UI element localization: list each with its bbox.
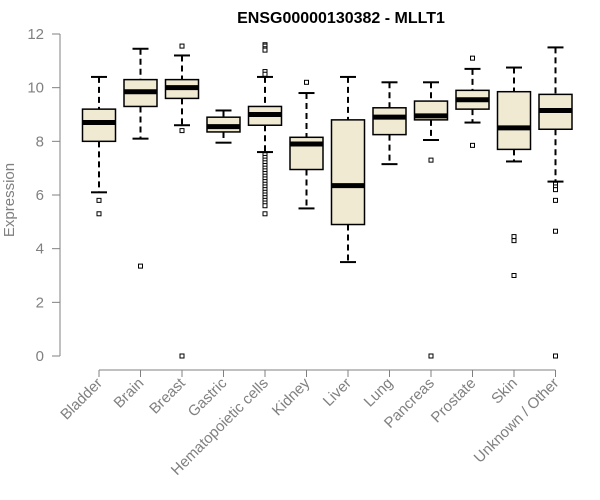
y-tick-label: 8 [36, 133, 44, 150]
box-gastric [206, 109, 241, 144]
outlier-point [262, 71, 268, 77]
outlier-point [511, 238, 517, 244]
y-tick-label: 6 [36, 187, 44, 204]
box-hematopoietic-cells [247, 42, 283, 217]
outlier-point [262, 203, 268, 209]
outlier-point [262, 211, 268, 217]
outlier-point [138, 263, 143, 269]
x-tick-label: Lung [361, 375, 397, 411]
y-tick-label: 12 [27, 26, 44, 43]
box-iqr [81, 108, 117, 143]
outlier-point [470, 55, 475, 61]
box-pancreas [413, 81, 449, 359]
y-axis-label: Expression [1, 163, 18, 237]
y-tick-label: 10 [27, 80, 44, 97]
box-iqr [496, 90, 532, 151]
box-prostate [455, 55, 490, 148]
y-tick-label: 2 [36, 294, 44, 311]
box-liver [330, 75, 366, 264]
boxes-group [81, 42, 573, 359]
outlier-point [179, 353, 185, 359]
box-breast [164, 43, 200, 359]
box-iqr [372, 107, 407, 136]
box-brain [123, 47, 158, 269]
x-tick-label: Prostate [428, 375, 480, 427]
y-tick-label: 4 [36, 241, 44, 258]
outlier-point [262, 47, 268, 53]
outlier-point [553, 353, 558, 359]
outlier-point [304, 79, 309, 85]
box-kidney [289, 79, 324, 210]
box-bladder [81, 75, 117, 217]
x-tick-label: Kidney [269, 374, 314, 419]
outlier-point [96, 197, 102, 203]
box-lung [372, 81, 407, 166]
box-unknown-other [538, 46, 573, 359]
chart-title: ENSG00000130382 - MLLT1 [237, 10, 445, 27]
x-tick-label: Skin [488, 375, 521, 408]
x-tick-label: Liver [320, 375, 355, 410]
box-iqr [330, 119, 366, 226]
x-tick-label: Brain [111, 375, 148, 412]
x-tick-label: Bladder [57, 375, 106, 424]
outlier-point [511, 234, 517, 240]
outlier-point [470, 142, 475, 148]
outlier-point [428, 353, 434, 359]
outlier-point [553, 197, 558, 203]
outlier-point [428, 157, 434, 163]
y-axis: 0 2 4 6 8 10 12 [27, 26, 61, 365]
outlier-point [179, 43, 185, 49]
outlier-point [553, 228, 558, 234]
outlier-point [553, 187, 558, 193]
x-tick-label: Breast [146, 374, 189, 417]
outlier-point [96, 211, 102, 217]
box-skin [496, 66, 532, 278]
outlier-point [179, 128, 185, 134]
y-tick-label: 0 [36, 348, 44, 365]
outlier-point [511, 273, 517, 278]
